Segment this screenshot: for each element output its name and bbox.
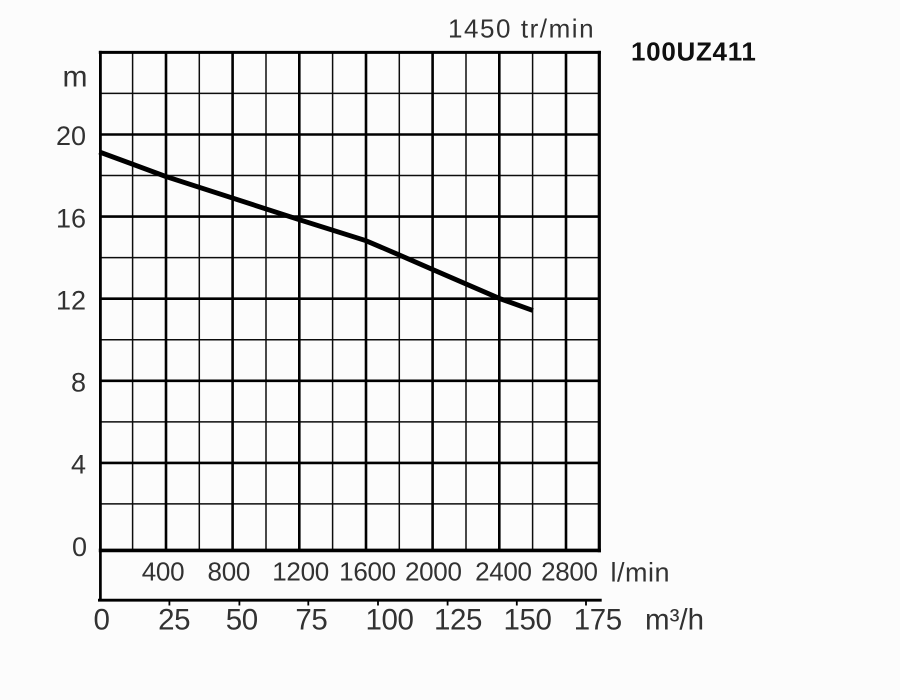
svg-text:8: 8 <box>71 368 86 398</box>
svg-text:l/min: l/min <box>611 558 671 588</box>
svg-text:2000: 2000 <box>405 557 462 587</box>
svg-text:800: 800 <box>208 557 250 587</box>
svg-text:m³/h: m³/h <box>645 604 704 637</box>
svg-text:m: m <box>63 61 88 94</box>
svg-text:1600: 1600 <box>339 557 396 587</box>
svg-text:4: 4 <box>71 450 86 480</box>
svg-text:150: 150 <box>503 604 551 637</box>
svg-text:50: 50 <box>226 604 258 637</box>
svg-text:400: 400 <box>142 557 184 587</box>
svg-text:1450 tr/min: 1450 tr/min <box>448 14 595 44</box>
svg-text:12: 12 <box>56 286 86 316</box>
svg-text:75: 75 <box>295 604 327 637</box>
svg-text:0: 0 <box>93 604 109 637</box>
svg-text:20: 20 <box>56 121 86 151</box>
svg-text:100: 100 <box>365 604 413 637</box>
svg-text:2800: 2800 <box>541 557 598 587</box>
svg-text:125: 125 <box>434 604 482 637</box>
svg-text:100UZ411: 100UZ411 <box>631 37 757 67</box>
svg-text:0: 0 <box>72 532 87 562</box>
svg-text:1200: 1200 <box>272 557 329 587</box>
svg-text:2400: 2400 <box>475 557 532 587</box>
svg-text:25: 25 <box>158 604 190 637</box>
svg-text:16: 16 <box>56 203 86 233</box>
svg-text:175: 175 <box>574 604 622 637</box>
